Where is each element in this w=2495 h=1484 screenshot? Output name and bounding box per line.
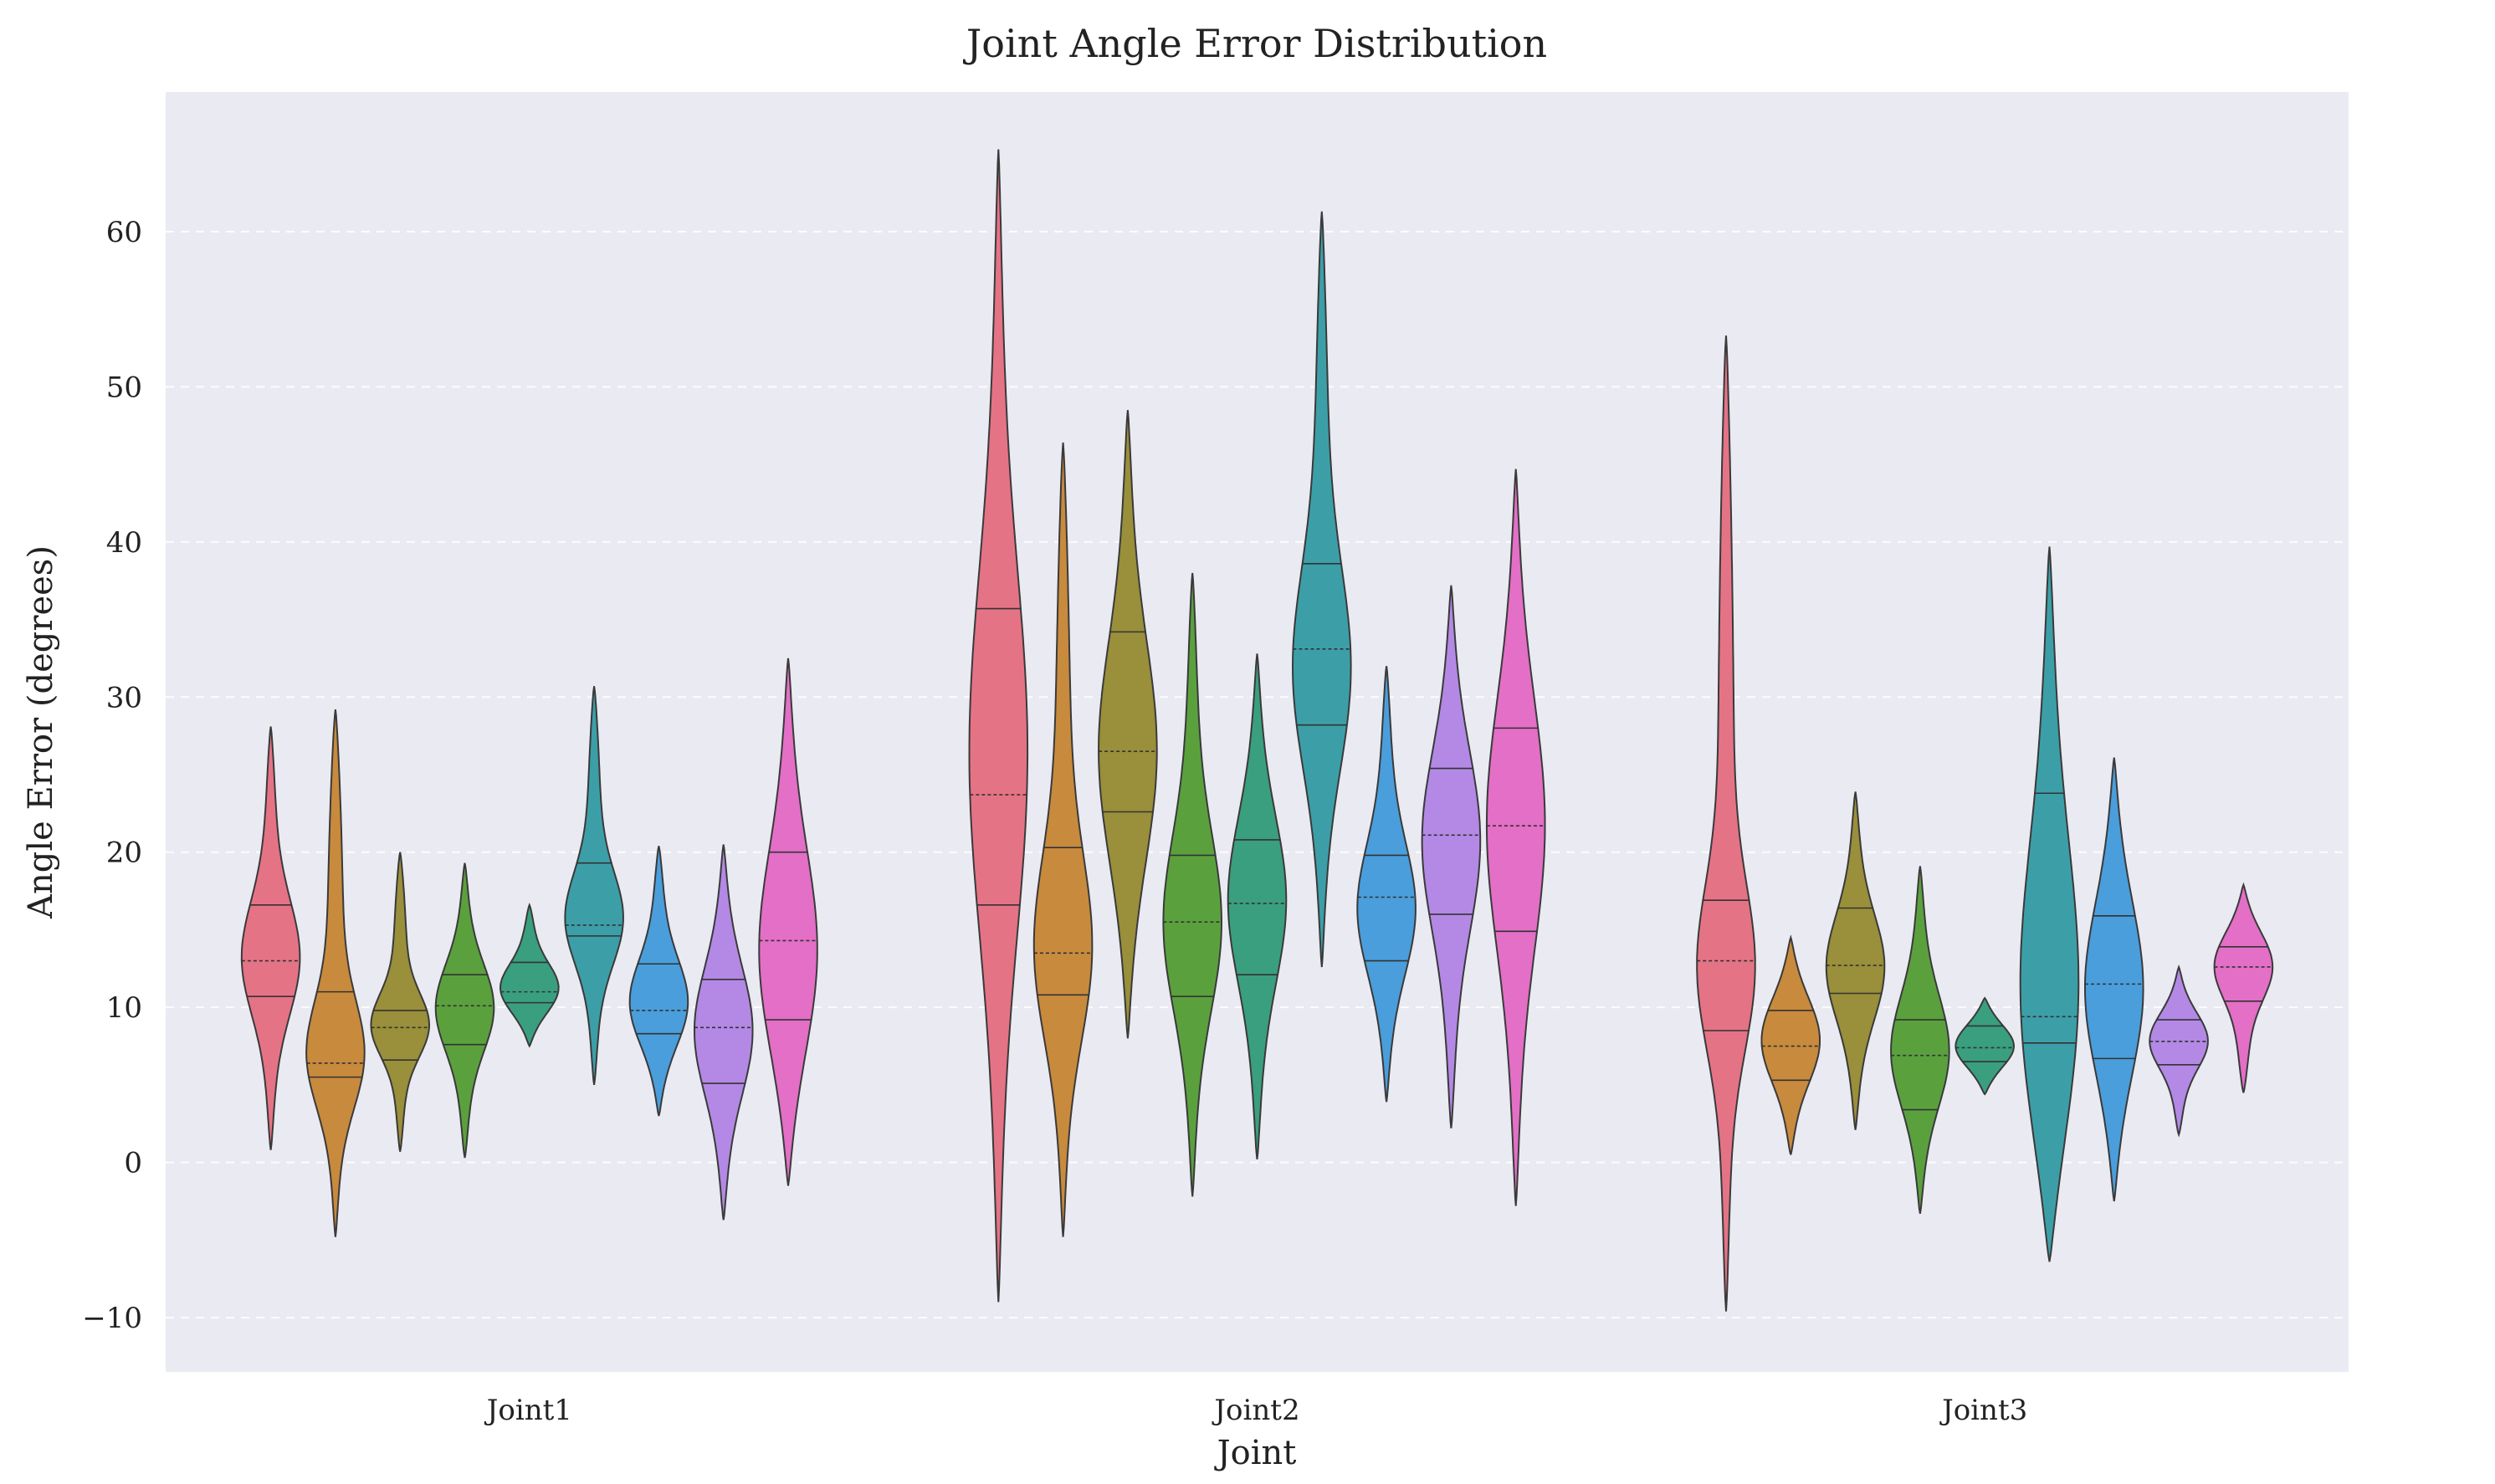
violin-joint3-series-7	[2084, 757, 2144, 1202]
y-tick-label: 0	[124, 1147, 142, 1180]
x-tick-label: Joint1	[484, 1394, 572, 1427]
violin-joint1-series-5	[499, 902, 560, 1048]
violin-joint1-series-7	[628, 846, 689, 1117]
y-tick-label: −10	[82, 1302, 142, 1335]
y-tick-label: 50	[106, 371, 142, 404]
violin-joint2-series-3	[1098, 410, 1158, 1039]
violin-joint2-series-7	[1356, 666, 1417, 1103]
y-axis-ticks: −10 0 10 20 30 40 50 60	[82, 216, 142, 1335]
violin-joint2-series-8	[1421, 585, 1482, 1128]
y-axis-label: Angle Error (degrees)	[22, 545, 60, 919]
violin-joint1-series-6	[564, 686, 624, 1086]
violin-joint3-series-4	[1890, 866, 1950, 1214]
violin-joint1-series-8	[694, 844, 754, 1220]
y-tick-label: 40	[106, 526, 142, 560]
violin-joint1-series-1	[240, 726, 301, 1150]
y-tick-label: 60	[106, 216, 142, 249]
violin-joint2-series-2	[1032, 443, 1094, 1237]
x-axis-ticks: Joint1 Joint2 Joint3	[484, 1394, 2028, 1427]
violin-joint1-series-4	[434, 862, 495, 1159]
y-tick-label: 10	[106, 991, 142, 1025]
violin-joint2-series-5	[1227, 653, 1288, 1160]
violin-joint1-series-9	[758, 658, 818, 1186]
violin-joint3-series-6	[2019, 546, 2080, 1262]
violin-joint3-series-3	[1825, 791, 1886, 1130]
x-tick-label: Joint3	[1939, 1394, 2027, 1427]
violin-joint3-series-8	[2149, 965, 2209, 1138]
y-tick-label: 30	[106, 681, 142, 714]
violin-joint3-series-2	[1760, 934, 1821, 1155]
violins	[240, 149, 2274, 1312]
x-axis-label: Joint	[1214, 1434, 1297, 1472]
x-tick-label: Joint2	[1212, 1394, 1299, 1427]
violin-joint2-series-6	[1291, 211, 1352, 968]
violin-joint3-series-9	[2213, 882, 2274, 1093]
violin-joint3-series-1	[1696, 335, 1756, 1312]
violin-joint1-series-3	[370, 852, 431, 1152]
violin-joint2-series-9	[1485, 468, 1546, 1206]
violin-joint1-series-2	[305, 709, 366, 1237]
violin-joint2-series-4	[1162, 572, 1223, 1197]
y-tick-label: 20	[106, 837, 142, 870]
chart-title: Joint Angle Error Distribution	[963, 21, 1547, 66]
violin-joint2-series-1	[968, 149, 1029, 1302]
